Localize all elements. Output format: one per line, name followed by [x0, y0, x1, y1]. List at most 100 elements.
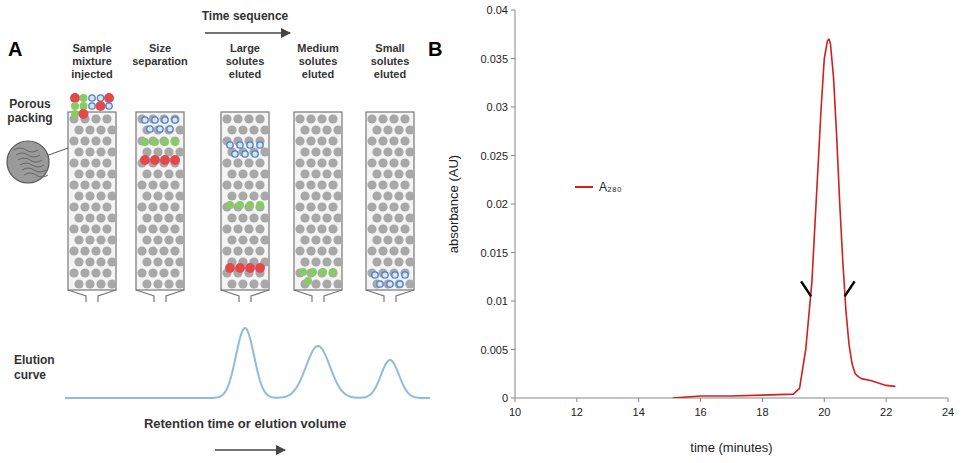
packing	[175, 257, 184, 266]
solute	[377, 281, 383, 287]
outlet	[136, 290, 184, 302]
packing	[175, 279, 184, 288]
y-tick-label: 0.015	[480, 247, 508, 259]
packing	[69, 202, 78, 211]
packing	[255, 158, 264, 167]
packing	[153, 125, 162, 134]
packing	[295, 136, 304, 145]
legend-swatch	[575, 186, 593, 188]
callout-line	[46, 148, 68, 156]
packing	[333, 235, 342, 244]
packing	[367, 158, 376, 167]
solute	[70, 93, 80, 103]
packing	[389, 136, 398, 145]
packing	[394, 279, 403, 288]
packing	[244, 114, 253, 123]
packing	[153, 257, 162, 266]
x-tick-label: 12	[571, 406, 583, 418]
packing	[91, 180, 100, 189]
packing	[389, 180, 398, 189]
packing	[300, 213, 309, 222]
packing	[222, 158, 231, 167]
solute	[255, 263, 265, 273]
packing	[153, 191, 162, 200]
packing	[367, 246, 376, 255]
packing	[69, 136, 78, 145]
outlet	[221, 290, 269, 302]
bead-texture	[20, 163, 44, 167]
x-tick	[886, 398, 887, 402]
packing	[80, 224, 89, 233]
packing	[249, 147, 258, 156]
solute	[89, 95, 95, 101]
packing	[137, 180, 146, 189]
packing	[322, 169, 331, 178]
solute	[256, 201, 264, 209]
packing	[96, 169, 105, 178]
solute	[226, 201, 234, 209]
packing	[148, 114, 157, 123]
y-tick	[511, 398, 515, 399]
packing	[244, 224, 253, 233]
solutes	[70, 93, 408, 287]
solute	[299, 268, 307, 276]
packing	[405, 125, 414, 134]
packing	[311, 257, 320, 266]
bead-texture	[24, 173, 48, 177]
packing	[306, 158, 315, 167]
packing	[383, 191, 392, 200]
packing	[107, 169, 116, 178]
packing	[383, 213, 392, 222]
packing	[405, 235, 414, 244]
packing	[102, 136, 111, 145]
packing	[389, 158, 398, 167]
packing	[159, 224, 168, 233]
packing	[400, 180, 409, 189]
packing	[400, 158, 409, 167]
figure: ATime sequenceSamplemixtureinjectedSizes…	[0, 0, 965, 463]
y-tick-label: 0.02	[487, 198, 508, 210]
column-body	[68, 112, 116, 290]
packing	[249, 235, 258, 244]
packing	[394, 125, 403, 134]
column-label: Mediumsoluteseluted	[297, 42, 339, 80]
packing	[238, 191, 247, 200]
solute	[236, 201, 244, 209]
packing	[322, 213, 331, 222]
bead-texture	[14, 148, 38, 152]
packing	[378, 114, 387, 123]
packing	[400, 202, 409, 211]
solute	[247, 142, 253, 148]
packing	[389, 114, 398, 123]
packing	[306, 180, 315, 189]
packing	[322, 235, 331, 244]
callout-label: Porouspacking	[7, 97, 52, 125]
x-tick	[824, 398, 825, 402]
solute	[257, 142, 263, 148]
packing	[153, 235, 162, 244]
solute	[160, 155, 170, 165]
packing	[164, 191, 173, 200]
packing	[295, 180, 304, 189]
packing	[107, 213, 116, 222]
y-tick	[511, 107, 515, 108]
packing	[311, 235, 320, 244]
packing	[233, 158, 242, 167]
elution-curve	[65, 328, 430, 398]
y-tick-label: 0.04	[487, 4, 508, 16]
packing	[227, 191, 236, 200]
packing	[153, 213, 162, 222]
legend-label: A₂₈₀	[599, 180, 622, 194]
y-tick-label: 0.025	[480, 150, 508, 162]
packing	[164, 257, 173, 266]
packing	[85, 257, 94, 266]
packing	[255, 246, 264, 255]
x-tick	[700, 398, 701, 402]
packing	[69, 224, 78, 233]
packing	[400, 136, 409, 145]
solute	[171, 138, 179, 146]
packing	[372, 257, 381, 266]
packing	[260, 147, 269, 156]
curve-label: Elutioncurve	[14, 353, 55, 382]
packing	[107, 147, 116, 156]
